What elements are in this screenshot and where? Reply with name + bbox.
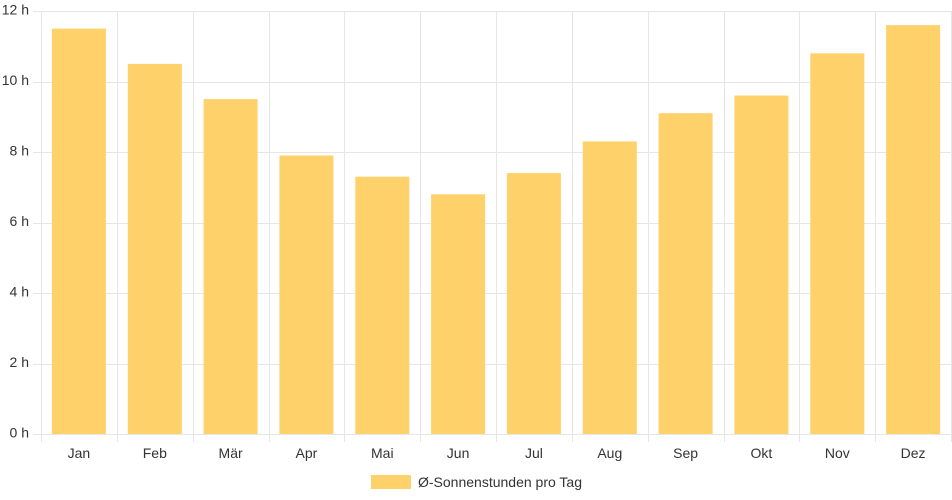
y-tick-label: 2 h bbox=[10, 354, 29, 370]
chart-bars bbox=[51, 25, 941, 435]
y-tick-label: 12 h bbox=[2, 2, 29, 18]
y-axis: 0 h 2 h 4 h 6 h 8 h 10 h 12 h bbox=[2, 2, 29, 441]
bar-mai bbox=[355, 176, 410, 434]
bar-dez bbox=[886, 25, 941, 434]
bar-okt bbox=[734, 95, 789, 434]
bar-sep bbox=[658, 113, 713, 434]
legend-label: Ø-Sonnenstunden pro Tag bbox=[418, 474, 582, 490]
x-tick-label: Mai bbox=[371, 445, 394, 461]
x-tick-label: Okt bbox=[751, 445, 773, 461]
bar-mär bbox=[203, 99, 258, 434]
x-tick-label: Sep bbox=[673, 445, 698, 461]
bar-jan bbox=[51, 28, 106, 434]
x-tick-label: Jul bbox=[525, 445, 543, 461]
x-tick-label: Aug bbox=[597, 445, 622, 461]
x-tick-label: Nov bbox=[825, 445, 850, 461]
x-tick-label: Mär bbox=[219, 445, 243, 461]
bar-apr bbox=[279, 155, 334, 434]
x-tick-label: Apr bbox=[296, 445, 318, 461]
y-tick-label: 0 h bbox=[10, 425, 29, 441]
bar-aug bbox=[582, 141, 637, 434]
y-tick-label: 10 h bbox=[2, 72, 29, 88]
chart-grid bbox=[33, 11, 952, 442]
bar-feb bbox=[127, 63, 182, 435]
x-tick-label: Feb bbox=[143, 445, 167, 461]
y-tick-label: 8 h bbox=[10, 143, 29, 159]
bar-jul bbox=[506, 173, 561, 434]
x-axis: Jan Feb Mär Apr Mai Jun Jul Aug Sep Okt Nov Dez bbox=[68, 445, 926, 461]
x-tick-label: Jun bbox=[447, 445, 470, 461]
x-tick-label: Dez bbox=[901, 445, 926, 461]
bar-jun bbox=[431, 194, 486, 434]
legend-swatch bbox=[371, 475, 411, 489]
y-tick-label: 4 h bbox=[10, 284, 29, 300]
y-tick-label: 6 h bbox=[10, 213, 29, 229]
bar-nov bbox=[810, 53, 865, 435]
chart-legend[interactable]: Ø-Sonnenstunden pro Tag bbox=[371, 474, 582, 490]
x-tick-label: Jan bbox=[68, 445, 91, 461]
